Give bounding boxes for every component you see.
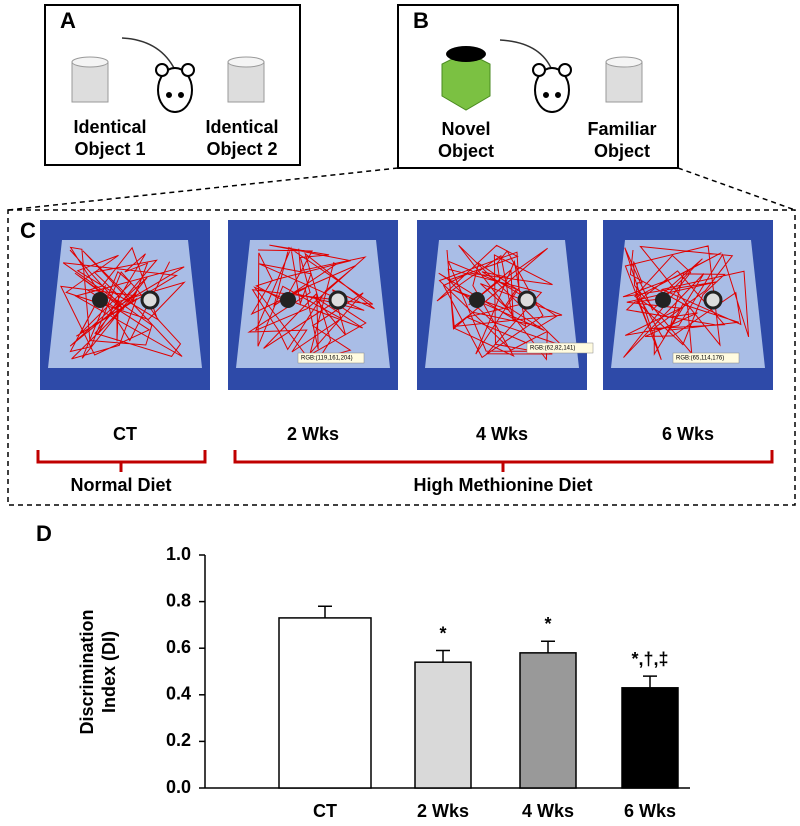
y-tick-label: 0.8 xyxy=(166,590,191,610)
y-axis-title-line: Index (DI) xyxy=(99,631,119,713)
novel-object xyxy=(441,46,491,111)
object-label: Identical xyxy=(73,117,146,137)
error-bar xyxy=(643,675,657,688)
group-label: 6 Wks xyxy=(662,424,714,444)
y-tick-label: 1.0 xyxy=(166,544,191,564)
photo-label: RGB:(119,161,204) xyxy=(301,356,353,362)
photo-label-box xyxy=(297,352,365,364)
group-label: 2 Wks xyxy=(287,424,339,444)
object-label: Object 1 xyxy=(74,139,145,159)
diet-label: High Methionine Diet xyxy=(414,475,593,495)
object-label: Familiar xyxy=(587,119,656,139)
object xyxy=(328,290,348,310)
significance-label: * xyxy=(439,623,446,643)
y-tick-label: 0.6 xyxy=(166,637,191,657)
object-label: Novel xyxy=(441,119,490,139)
y-tick-label: 0.4 xyxy=(166,684,191,704)
panel-c-box xyxy=(7,209,796,506)
panel-a-box xyxy=(44,4,301,166)
object-label: Identical xyxy=(205,117,278,137)
diet-label: Normal Diet xyxy=(70,475,171,495)
object xyxy=(469,292,485,308)
x-tick-label: 6 Wks xyxy=(624,801,676,821)
group-label: CT xyxy=(113,424,137,444)
group-label: 4 Wks xyxy=(476,424,528,444)
panel-label: A xyxy=(60,8,76,33)
cylinder xyxy=(227,56,265,103)
track xyxy=(247,244,375,361)
panel-label: C xyxy=(20,218,36,243)
object xyxy=(92,292,108,308)
object xyxy=(703,290,723,310)
photo-label-box xyxy=(672,352,740,364)
y-tick-label: 0.0 xyxy=(166,777,191,797)
object xyxy=(140,290,160,310)
panel-label: B xyxy=(413,8,429,33)
photo-label: RGB:(65,114,176) xyxy=(676,356,724,362)
x-tick-label: 2 Wks xyxy=(417,801,469,821)
bar xyxy=(414,661,472,789)
track xyxy=(60,246,186,360)
error-bar xyxy=(318,605,332,618)
bracket xyxy=(36,450,207,472)
y-axis-title: Discrimination Index (DI) xyxy=(77,609,119,734)
significance-label: * xyxy=(544,614,551,634)
bracket xyxy=(233,450,774,472)
y-tick-label: 0.2 xyxy=(166,730,191,750)
y-axis-title-line: Discrimination xyxy=(77,609,97,734)
bar xyxy=(519,652,577,789)
significance-label: *,†,‡ xyxy=(631,649,668,669)
object-label: Object 2 xyxy=(206,139,277,159)
bar xyxy=(621,687,679,789)
track xyxy=(436,244,563,361)
error-bar xyxy=(436,649,450,663)
x-tick-label: 4 Wks xyxy=(522,801,574,821)
track xyxy=(622,245,750,360)
photo-label-box xyxy=(526,342,594,354)
panel-label: D xyxy=(36,521,52,546)
cylinder xyxy=(71,56,109,103)
photos: CT RGB:(119,161,204) 2 Wks RGB:(62,82,141) 4… xyxy=(40,220,773,444)
connector xyxy=(677,167,796,211)
object-label: Object xyxy=(438,141,494,161)
object xyxy=(517,290,537,310)
connector xyxy=(7,167,399,211)
chart: 0.0 0.2 0.4 0.6 0.8 1.0 CT 2 Wks * 4 Wks * 6 Wks *,†… xyxy=(166,544,690,821)
mouse xyxy=(121,37,195,113)
panel-b-box xyxy=(397,4,679,169)
object xyxy=(655,292,671,308)
cylinder xyxy=(605,56,643,103)
bar xyxy=(278,617,372,789)
object-label: Object xyxy=(594,141,650,161)
error-bar xyxy=(541,640,555,653)
mouse xyxy=(499,39,572,113)
photo-label: RGB:(62,82,141) xyxy=(530,346,575,352)
object xyxy=(280,292,296,308)
x-tick-label: CT xyxy=(313,801,337,821)
